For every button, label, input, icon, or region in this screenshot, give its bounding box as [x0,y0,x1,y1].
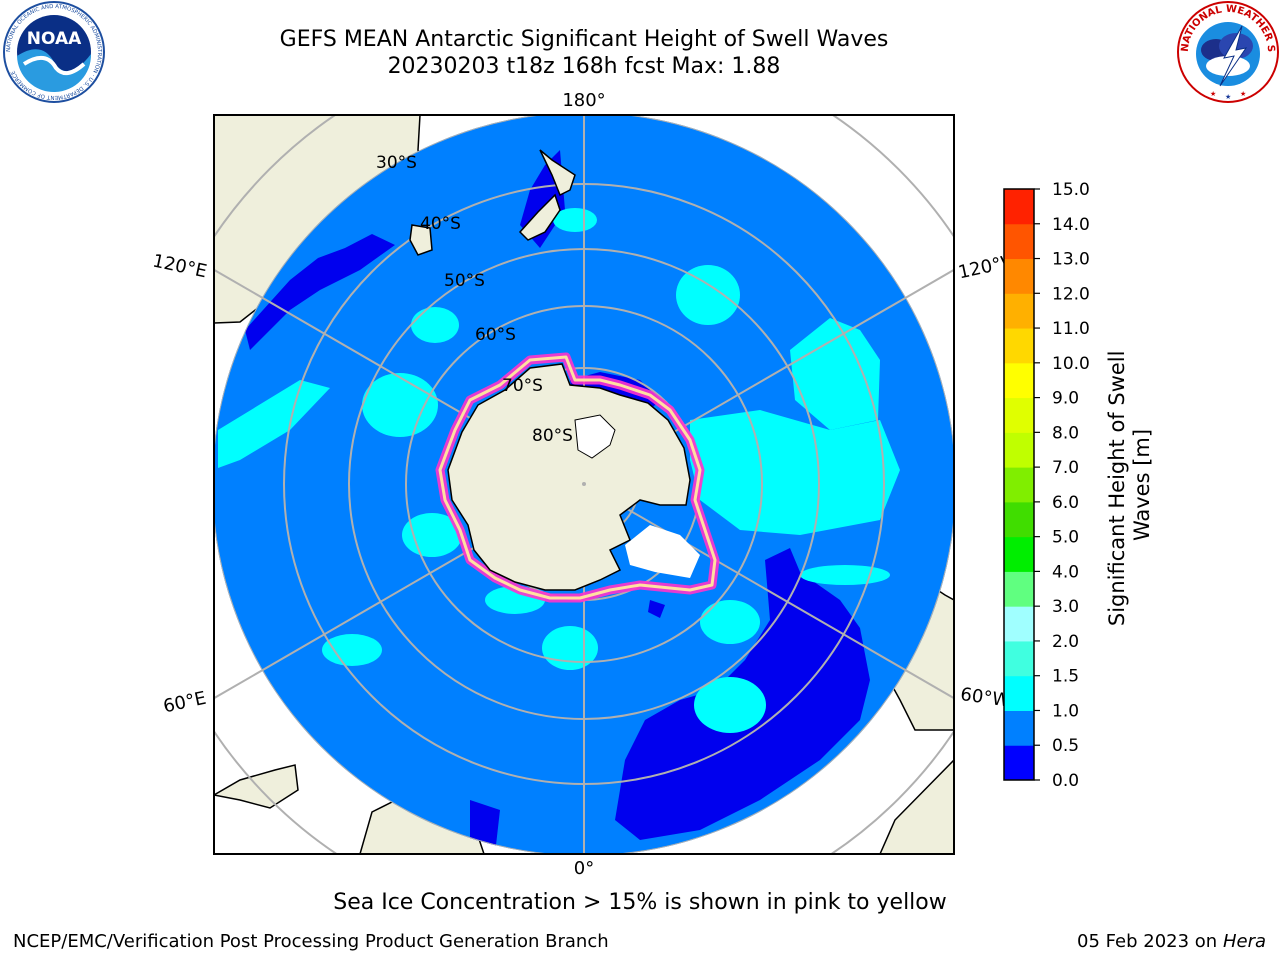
colorbar-tick-label: 10.0 [1052,354,1090,374]
colorbar-segment [1004,467,1034,503]
lon-label-180: 180° [562,90,605,111]
colorbar-tick-label: 1.0 [1052,701,1079,721]
lat-label-40s: 40°S [420,214,461,234]
lon-label-60e: 60°E [161,688,208,718]
lat-label-70s: 70°S [502,376,543,396]
credit-line: NCEP/EMC/Verification Post Processing Pr… [13,931,609,952]
colorbar-tick-label: 6.0 [1052,493,1079,513]
noaa-wordmark: NOAA [27,29,82,49]
colorbar-segment [1004,223,1034,260]
noaa-logo: NATIONAL OCEANIC AND ATMOSPHERIC ADMINIS… [3,1,105,103]
moderate-swell-patches [218,208,900,733]
svg-text:★: ★ [1240,90,1246,98]
svg-text:★: ★ [1225,93,1231,101]
colorbar-tick-label: 1.5 [1052,667,1079,687]
lat-label-50s: 50°S [444,271,485,291]
colorbar-tick-label: 13.0 [1052,250,1090,270]
colorbar-tick-label: 5.0 [1052,528,1079,548]
colorbar-segment [1004,362,1034,399]
date-host: Hera [1222,931,1266,952]
lat-label-80s: 80°S [532,426,573,446]
south-america-tip-lower [879,758,954,854]
antarctica-landmass [447,363,691,591]
colorbar-segment [1004,710,1034,746]
chart-title: GEFS MEAN Antarctic Significant Height o… [279,27,889,52]
colorbar-segment [1004,293,1034,329]
colorbar-label-line1: Significant Height of Swell [1105,351,1129,627]
colorbar-tick-label: 2.0 [1052,632,1079,652]
date-text: 05 Feb 2023 on [1077,931,1218,952]
colorbar-frame [1003,188,1035,781]
svg-text:★: ★ [1210,90,1216,98]
chart-subtitle: 20230203 t18z 168h fcst Max: 1.88 [387,54,781,79]
colorbar-segment [1004,745,1034,781]
madagascar-landmass [214,764,299,809]
lat-label-60s: 60°S [475,325,516,345]
colorbar-segment [1004,571,1034,607]
date-line: 05 Feb 2023 on Hera [1077,931,1266,952]
map-panel [214,115,954,854]
colorbar-tick-label: 11.0 [1052,319,1090,339]
colorbar-segment [1004,432,1034,468]
sea-ice-inner-edge [438,355,717,600]
sea-ice-caption: Sea Ice Concentration > 15% is shown in … [333,890,947,915]
new-zealand-landmass [518,149,576,241]
weddell-ice-shelf [625,525,700,578]
colorbar-tick-label: 0.5 [1052,736,1079,756]
colorbar-label-line2: Waves [m] [1130,429,1154,541]
map-frame [213,114,955,855]
tasmania-landmass [409,224,433,256]
colorbar-tick-label: 7.0 [1052,458,1079,478]
colorbar-tick-label: 15.0 [1052,180,1090,200]
colorbar-tick-label: 4.0 [1052,562,1079,582]
colorbar-tick-label: 14.0 [1052,215,1090,235]
colorbar-tick-label: 8.0 [1052,423,1079,443]
colorbar-segment [1004,397,1034,433]
colorbar-segment [1004,258,1034,294]
colorbar-tick-label: 0.0 [1052,771,1079,791]
lon-label-0: 0° [574,858,594,879]
nws-logo: NATIONAL WEATHER SERVICE ★ ★ ★ [1176,0,1279,103]
colorbar-segment [1004,189,1034,225]
lon-label-120e: 120°E [151,250,209,282]
colorbar-segment [1004,501,1034,538]
colorbar-tick-label: 3.0 [1052,597,1079,617]
lat-label-30s: 30°S [376,153,417,173]
colorbar-segment [1004,536,1034,572]
colorbar-tick-label: 12.0 [1052,284,1090,304]
ross-ice-shelf [574,414,616,459]
colorbar-label: Significant Height of Swell Waves [m] [1105,344,1154,626]
colorbar-segment [1004,640,1034,677]
colorbar-segment [1004,606,1034,642]
colorbar: 0.0 0.5 1.0 1.5 2.0 3.0 4.0 5.0 6.0 7.0 8.0 9.0 10.0… [1003,180,1090,791]
colorbar-segment [1004,675,1034,711]
colorbar-segment [1004,328,1034,364]
colorbar-tick-label: 9.0 [1052,389,1079,409]
